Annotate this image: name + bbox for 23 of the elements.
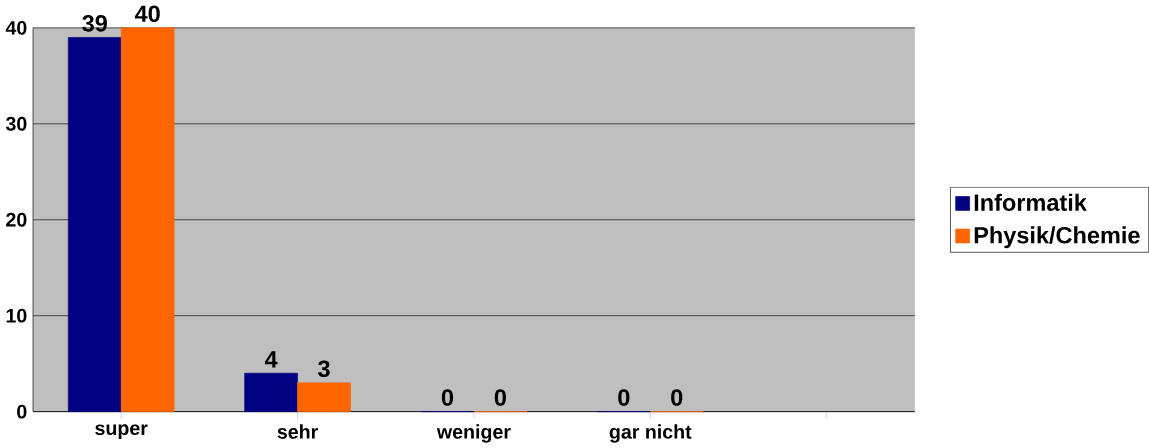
- x-tick-label: sehr: [277, 424, 318, 439]
- y-tick-label: 40: [5, 20, 27, 35]
- y-tick-label: 10: [6, 308, 27, 323]
- bar: [67, 37, 122, 412]
- x-tick-label: super: [95, 424, 148, 439]
- bar: [297, 382, 351, 412]
- data-label: 40: [134, 5, 160, 23]
- data-label: 4: [264, 351, 278, 368]
- bar: [244, 372, 298, 412]
- x-tick-label: gar nicht: [609, 424, 692, 443]
- x-tick-label: weniger: [436, 424, 511, 443]
- data-label: 0: [441, 389, 454, 406]
- data-label: 39: [82, 14, 107, 32]
- legend-label: Physik/Chemie: [974, 226, 1140, 249]
- y-tick-label: 20: [6, 212, 27, 227]
- data-label: 3: [318, 360, 330, 377]
- y-tick-label: 30: [5, 116, 27, 131]
- data-label: 0: [494, 389, 506, 406]
- bar: [120, 27, 175, 412]
- data-label: 0: [618, 389, 630, 406]
- data-label: 0: [671, 389, 683, 406]
- legend-label: Informatik: [974, 193, 1087, 211]
- y-tick-label: 0: [17, 404, 27, 419]
